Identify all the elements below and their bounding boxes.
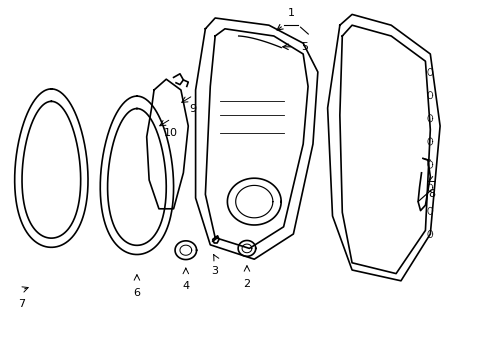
Text: 4: 4 xyxy=(182,281,189,291)
Text: 8: 8 xyxy=(427,189,434,199)
Text: 5: 5 xyxy=(300,42,307,52)
Text: 9: 9 xyxy=(189,104,196,114)
Text: 1: 1 xyxy=(287,8,294,18)
Text: 3: 3 xyxy=(211,266,218,276)
Text: 2: 2 xyxy=(243,279,250,289)
Text: 6: 6 xyxy=(133,288,140,298)
Text: 10: 10 xyxy=(164,128,178,138)
Text: 7: 7 xyxy=(19,299,25,309)
